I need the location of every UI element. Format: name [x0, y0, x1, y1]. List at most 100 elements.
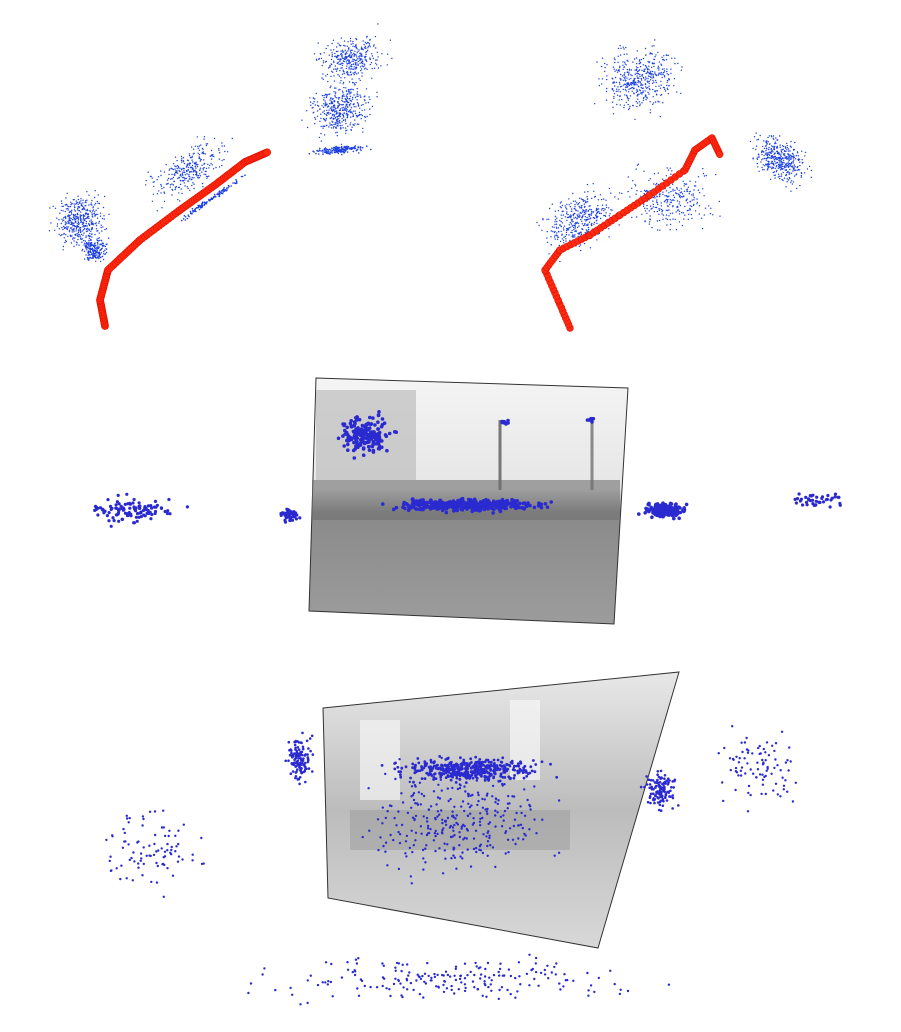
map-point: [361, 114, 363, 117]
map-point: [62, 249, 64, 251]
map-point: [202, 169, 204, 171]
map-point: [344, 77, 346, 79]
map-point: [641, 92, 643, 94]
map-point: [324, 93, 327, 96]
map-point: [772, 164, 775, 166]
map-point: [693, 197, 695, 199]
map-point: [337, 150, 340, 152]
map-point: [94, 254, 97, 256]
map-point: [203, 203, 206, 206]
map-point: [85, 242, 88, 244]
map-point: [355, 81, 357, 84]
map-point: [682, 509, 686, 513]
map-point: [343, 44, 345, 47]
map-point: [78, 244, 80, 246]
map-point: [693, 199, 695, 201]
map-point: [580, 198, 582, 200]
map-point: [560, 201, 563, 203]
map-point: [223, 145, 226, 147]
map-point: [663, 76, 666, 78]
map-point: [350, 116, 352, 118]
map-point: [661, 56, 663, 58]
map-point: [371, 450, 376, 454]
map-point: [798, 499, 803, 503]
map-point: [70, 222, 73, 224]
map-point: [97, 242, 99, 245]
map-point: [781, 149, 783, 151]
map-point: [781, 178, 783, 181]
map-point: [469, 757, 473, 761]
map-point: [83, 239, 85, 242]
map-point: [776, 158, 778, 161]
map-point: [333, 60, 335, 62]
map-point: [190, 179, 193, 181]
map-point: [578, 225, 580, 227]
map-point: [658, 219, 661, 222]
map-point: [801, 159, 803, 161]
map-point: [72, 199, 75, 201]
map-point: [357, 103, 360, 105]
map-point: [652, 62, 654, 64]
map-point: [301, 119, 303, 121]
map-point: [228, 185, 230, 188]
map-point: [200, 206, 202, 208]
map-point: [348, 68, 350, 70]
map-point: [341, 67, 343, 69]
map-point: [632, 180, 634, 182]
map-point: [571, 229, 573, 232]
map-point: [333, 100, 336, 103]
map-point: [650, 76, 652, 78]
map-point: [394, 505, 399, 510]
map-point: [218, 148, 220, 150]
map-point: [614, 85, 616, 87]
map-point: [767, 162, 769, 164]
map-point: [572, 221, 574, 223]
map-point: [653, 211, 655, 213]
map-point: [689, 180, 691, 182]
map-point: [668, 215, 670, 217]
map-point: [626, 82, 628, 84]
map-point: [666, 167, 668, 169]
map-point: [321, 77, 323, 79]
map-point: [151, 200, 154, 202]
map-point: [288, 518, 292, 522]
map-point: [572, 224, 574, 226]
map-point: [649, 112, 651, 114]
map-point: [94, 256, 97, 258]
map-point: [650, 70, 652, 73]
map-point: [346, 112, 348, 114]
map-point: [353, 55, 355, 57]
map-point: [637, 93, 639, 96]
map-point: [650, 208, 652, 210]
map-point: [657, 65, 660, 68]
map-point: [338, 104, 340, 106]
map-point: [319, 53, 322, 55]
map-point: [609, 213, 611, 215]
map-point: [625, 76, 627, 78]
map-point: [74, 219, 76, 221]
map-point: [628, 73, 630, 75]
map-point: [646, 191, 648, 193]
map-point: [354, 416, 358, 420]
map-point: [334, 55, 336, 57]
map-point: [757, 156, 759, 158]
map-point: [227, 187, 229, 189]
map-point: [599, 194, 602, 196]
map-point: [366, 444, 371, 449]
map-point: [77, 226, 80, 228]
map-point: [369, 98, 371, 101]
map-point: [342, 119, 345, 122]
map-point: [94, 223, 96, 225]
map-point: [769, 143, 771, 145]
map-point: [601, 57, 604, 59]
map-point: [356, 95, 358, 97]
map-point: [187, 169, 189, 171]
map-point: [336, 131, 338, 133]
map-point: [203, 138, 205, 140]
map-point: [780, 166, 782, 169]
map-point: [327, 80, 329, 83]
map-point: [787, 171, 789, 173]
map-point: [626, 59, 628, 61]
map-point: [763, 157, 766, 160]
map-point: [655, 90, 657, 92]
